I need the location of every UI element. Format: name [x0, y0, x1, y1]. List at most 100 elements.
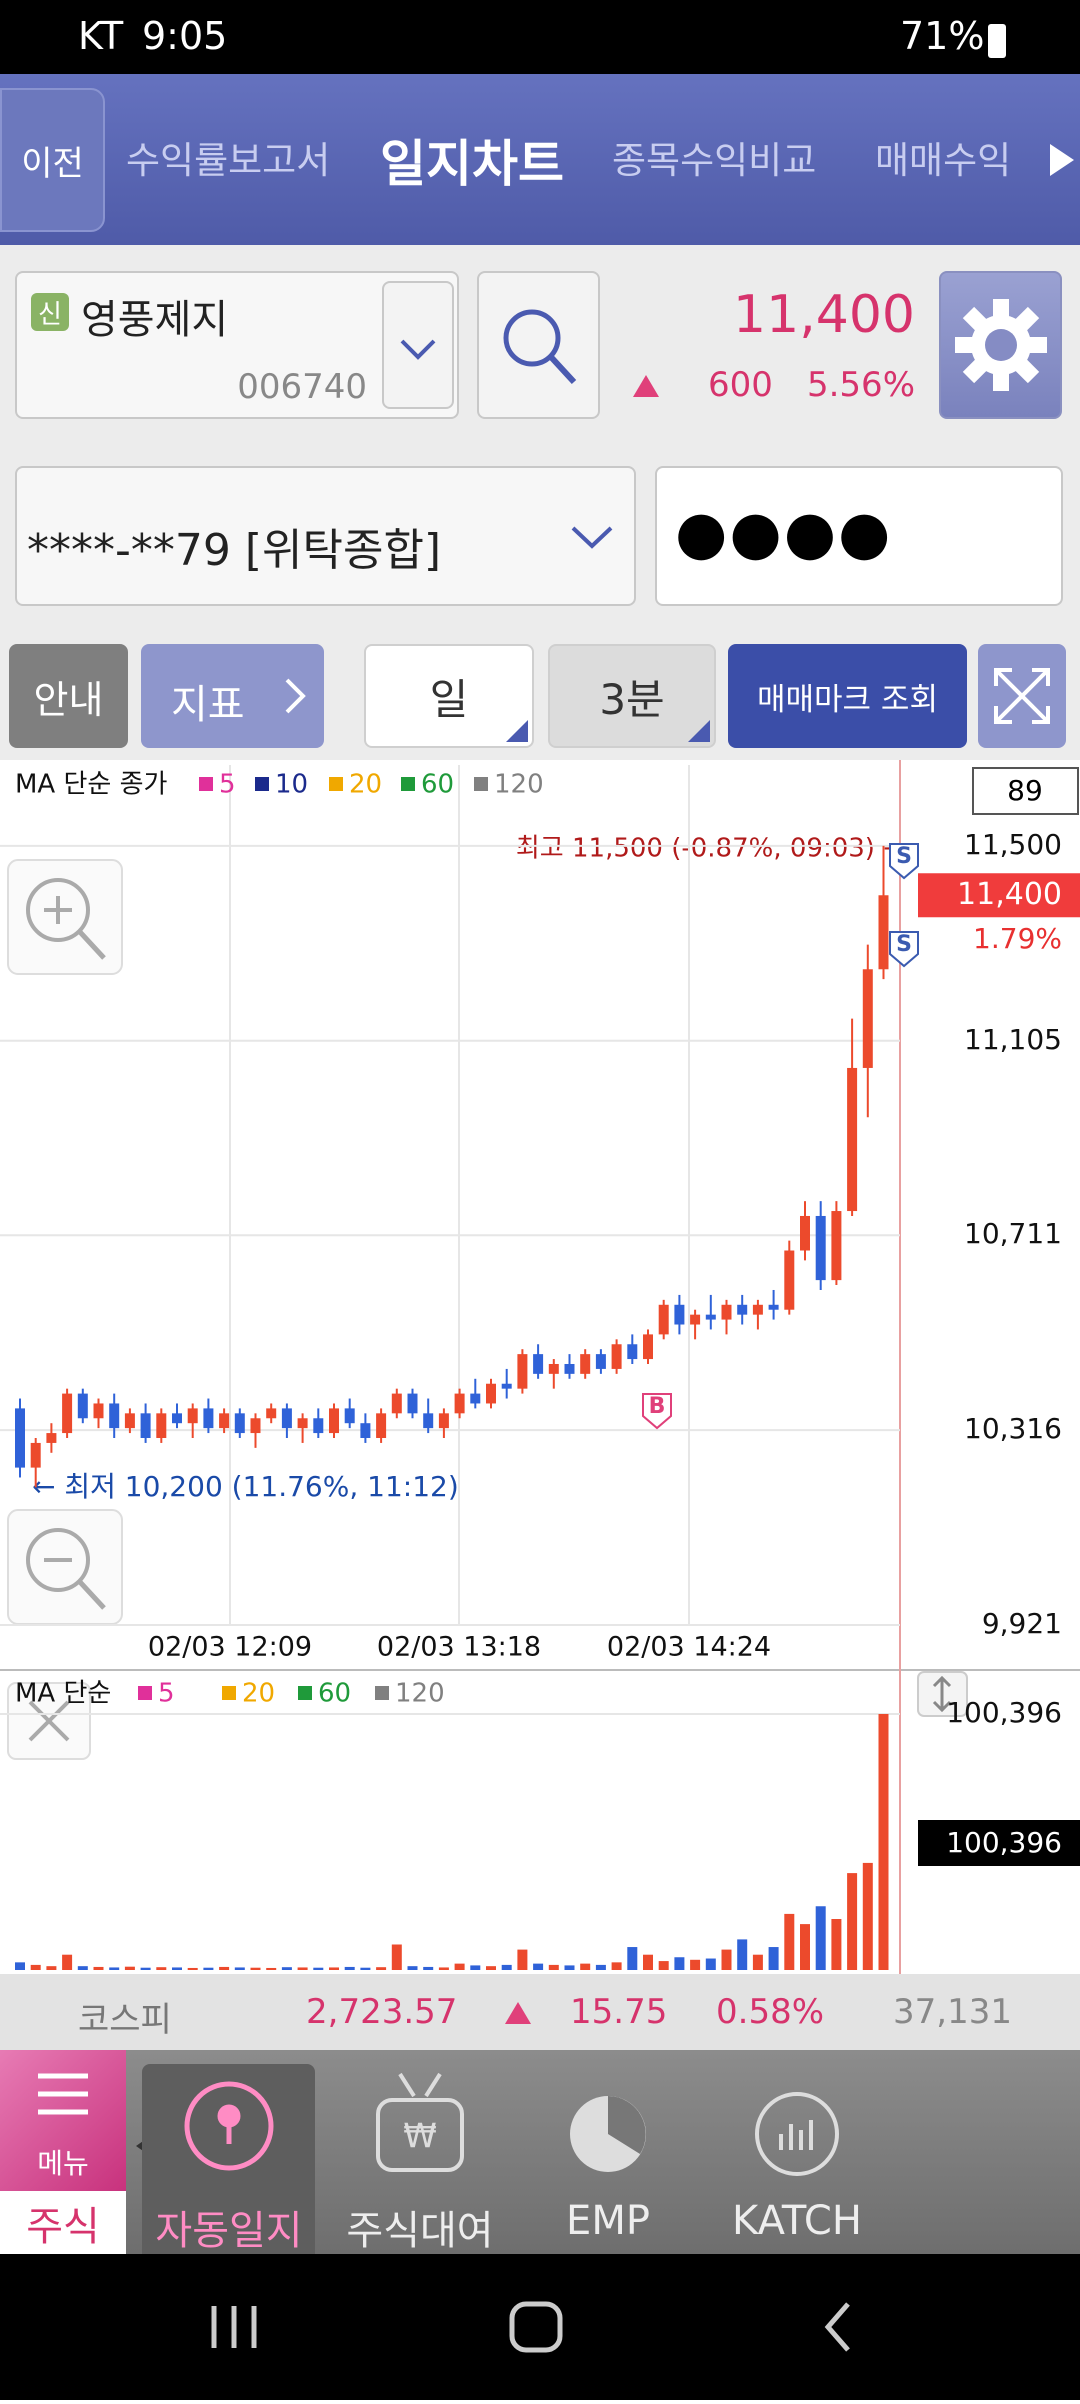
candle-body [140, 1413, 151, 1439]
change-rate: 5.56% [806, 365, 915, 405]
volume-bar [407, 1966, 418, 1970]
candle-body [62, 1393, 73, 1434]
nav-label[interactable]: EMP [566, 2198, 650, 2244]
close-volume[interactable] [7, 1682, 91, 1760]
volume-bar [705, 1958, 716, 1970]
nav-label[interactable]: 자동일지 [155, 2208, 303, 2254]
candle-body [360, 1423, 371, 1439]
x-tick-label: 02/03 14:24 [607, 1632, 771, 1663]
nav-label[interactable]: KATCH [732, 2198, 862, 2244]
volume-bar [266, 1967, 277, 1970]
settings-button[interactable] [939, 271, 1062, 419]
volume-bar [124, 1966, 135, 1970]
toolbar: 안내 지표 일 3분 매매마크 조회 [0, 627, 1080, 760]
volume-bar [690, 1959, 701, 1970]
candle-body [674, 1304, 685, 1325]
volume-bar [281, 1967, 292, 1970]
expand-button[interactable] [978, 644, 1066, 748]
trade-mark-button[interactable]: 매매마크 조회 [728, 644, 967, 748]
current-volume-box [918, 1820, 1080, 1866]
menu-icon [38, 2073, 88, 2115]
trade-mark: S [896, 844, 912, 869]
info-button[interactable]: 안내 [9, 644, 128, 748]
zoom-in[interactable] [7, 859, 123, 975]
stock-selector[interactable]: 신 영풍제지 006740 [15, 271, 459, 419]
stock-row: 신 영풍제지 006740 11,400 600 5.56% [0, 245, 1080, 444]
candle-body [627, 1344, 638, 1360]
candle-body [595, 1354, 606, 1369]
candle-body [313, 1418, 324, 1434]
candle-body [407, 1393, 418, 1414]
candle-body [768, 1304, 779, 1310]
battery: 71% [900, 14, 985, 58]
legend-label: 120 [494, 770, 544, 800]
candle-body [658, 1304, 669, 1335]
legend-label: 20 [349, 770, 382, 800]
volume-bar [313, 1967, 324, 1970]
period-day-label: 일 [429, 674, 469, 724]
candle-body [548, 1363, 559, 1374]
volume-bar [140, 1967, 151, 1970]
system-nav [0, 2254, 1080, 2400]
volume-bar [156, 1967, 167, 1970]
volume-bar [784, 1913, 795, 1970]
candle-body [172, 1413, 182, 1424]
candle-body [454, 1393, 465, 1414]
resize-volume[interactable] [917, 1671, 968, 1717]
y-tick-label: 9,921 [982, 1607, 1062, 1640]
count: 89 [1007, 774, 1043, 807]
candle-body [800, 1215, 810, 1251]
account-selector[interactable]: ****-**79 [위탁종합] [15, 466, 636, 606]
volume-bar [46, 1966, 57, 1970]
candle-body [203, 1408, 214, 1429]
tab[interactable]: 수익률보고서 [126, 139, 331, 182]
change: 600 [708, 365, 773, 405]
volume-bar [580, 1963, 591, 1970]
candle-body [156, 1413, 167, 1439]
search-button[interactable] [477, 271, 600, 419]
indicator-button[interactable]: 지표 [141, 644, 324, 748]
period-min[interactable]: 3분 [548, 644, 716, 748]
current-volume: 100,396 [946, 1826, 1062, 1859]
time: 9:05 [142, 14, 228, 58]
menu-button[interactable]: 메뉴 [0, 2050, 126, 2191]
candle-body [862, 969, 873, 1068]
volume-bar [831, 1919, 842, 1970]
system-nav-icons [211, 2301, 850, 2353]
candle-body [219, 1413, 230, 1429]
candle-body [30, 1442, 41, 1468]
y-tick-label: 10,711 [964, 1217, 1062, 1250]
legend-swatch [199, 777, 213, 791]
volume-bar [329, 1967, 339, 1970]
tab[interactable]: 매매수익 [875, 139, 1012, 182]
candle-body [46, 1433, 57, 1443]
nav-icons: ₩ [184, 2072, 839, 2176]
candle-body [109, 1403, 120, 1429]
chevron [285, 678, 306, 714]
candle-body [297, 1418, 308, 1429]
nav-label[interactable]: 주식대여 [346, 2208, 494, 2254]
volume-bar [30, 1964, 41, 1970]
volume-bar [737, 1939, 748, 1970]
chevron [571, 526, 613, 549]
account-row: ****-**79 [위탁종합] ●●●● [0, 444, 1080, 627]
tab[interactable]: 일지차트 [380, 135, 564, 193]
candle-body [438, 1413, 449, 1429]
y-tick-label: 11,105 [964, 1023, 1062, 1056]
candle-body [643, 1334, 653, 1360]
volume-bar [533, 1963, 544, 1970]
zoom-out[interactable] [7, 1509, 123, 1625]
dropdown[interactable] [382, 281, 454, 409]
volume-bar [470, 1965, 481, 1970]
back-button[interactable]: 이전 [0, 88, 105, 232]
tab[interactable]: 종목수익비교 [612, 139, 817, 182]
volume-bar [77, 1966, 88, 1970]
candle-body [329, 1408, 339, 1434]
volume-bar [517, 1949, 528, 1970]
trade-mark-shape [889, 931, 919, 968]
password-field[interactable]: ●●●● [655, 466, 1063, 606]
index-volume: 37,131 [893, 1992, 1012, 2032]
period-day[interactable]: 일 [364, 644, 534, 748]
candle-body [815, 1215, 826, 1281]
volume-bar [172, 1967, 182, 1970]
